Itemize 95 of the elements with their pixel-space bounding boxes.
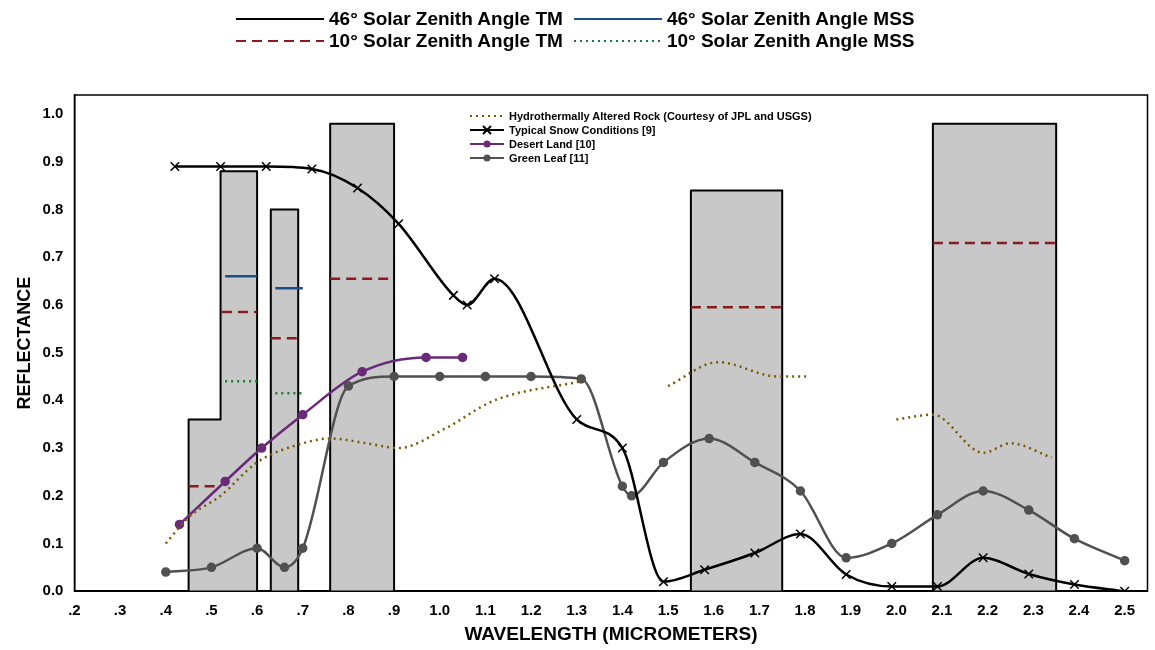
point [279,562,290,573]
x-tick-label: .4 [159,601,173,619]
point [421,352,431,363]
point [841,569,852,580]
x-tick-label: 2.5 [1114,601,1136,619]
point [448,290,459,301]
point [932,581,943,592]
x-tick-label: 1.1 [474,601,496,619]
point [626,491,637,501]
x-tick-label: 1.6 [703,601,725,619]
point [1119,555,1130,566]
point [978,552,989,563]
point [932,510,943,520]
y-tick-label: 0.8 [42,199,64,217]
x-tick-label: 2.3 [1022,601,1044,619]
x-tick-label: 1.8 [794,601,816,619]
x-tick-label: .6 [250,601,264,619]
point [841,553,851,563]
point [306,163,317,174]
y-tick-label: 0.2 [42,485,64,503]
legend-label: 10° Solar Zenith Angle MSS [666,30,915,52]
x-tick-label: 1.5 [657,601,679,619]
point [215,161,226,172]
point [699,564,710,575]
point [978,486,988,496]
point [617,481,628,491]
point [457,352,468,363]
x-tick-label: 2.1 [931,601,953,619]
x-axis-title: WAVELENGTH (MICROMETERS) [464,622,758,644]
y-tick-label: 0.0 [42,581,64,599]
point [389,371,399,382]
point [526,371,536,382]
point [161,567,171,577]
point [617,443,628,454]
point [795,528,806,539]
legend-label: Hydrothermally Altered Rock (Courtesy of JPL and USGS) [509,110,812,122]
point [1024,505,1034,515]
point [261,161,272,172]
point [1069,533,1080,544]
x-tick-label: .5 [205,601,218,619]
point [435,371,445,382]
point [749,548,760,559]
point [1069,579,1080,590]
legend-label: 46° Solar Zenith Angle TM [329,8,563,30]
y-tick-label: 0.5 [42,342,64,360]
point [480,371,491,382]
x-tick-label: .2 [68,601,81,619]
point [352,183,363,194]
x-tick-label: 1.4 [611,601,634,619]
y-tick-label: 0.1 [42,533,64,551]
y-tick-label: 1.0 [42,104,64,122]
x-tick-label: .9 [387,601,401,619]
x-tick-label: 2.0 [885,601,907,619]
x-tick-label: 1.7 [748,601,770,619]
x-tick-label: 1.2 [520,601,542,619]
y-tick-label: 0.6 [42,295,64,313]
x-tick-label: 2.2 [977,601,999,619]
point [169,161,180,172]
point [576,374,587,384]
x-tick-label: .8 [342,601,355,619]
x-tick-label: 2.4 [1068,601,1091,619]
y-tick-label: 0.4 [42,390,65,408]
point [252,543,262,554]
point [571,414,582,425]
y-tick-label: 0.3 [42,438,64,456]
x-tick-label: 1.3 [566,601,588,619]
legend-label: 46° Solar Zenith Angle MSS [666,8,915,30]
y-tick-label: 0.7 [42,247,64,265]
point [489,273,500,284]
legend-label: 10° Solar Zenith Angle TM [329,30,563,52]
point [298,409,308,420]
point [658,576,669,587]
point [298,543,308,554]
point [887,538,897,549]
point [658,457,669,468]
point [462,299,473,310]
x-tick-label: 1.9 [840,601,862,619]
y-axis-title: REFLECTANCE [13,276,34,410]
legend-label: Typical Snow Conditions [9] [509,124,656,136]
x-tick-label: .7 [296,601,310,619]
x-tick-label: 1.0 [429,601,451,619]
point [206,562,217,573]
point [256,443,267,453]
y-tick-label: 0.9 [42,151,64,169]
point [1023,569,1034,580]
point [750,457,760,468]
x-tick-label: .3 [113,601,127,619]
point [795,486,806,496]
point [357,366,367,377]
point [220,476,230,487]
legend-label: Green Leaf [11] [509,152,589,164]
point [343,381,354,391]
legend-label: Desert Land [10] [509,138,596,150]
point [704,433,714,444]
point [174,519,185,530]
